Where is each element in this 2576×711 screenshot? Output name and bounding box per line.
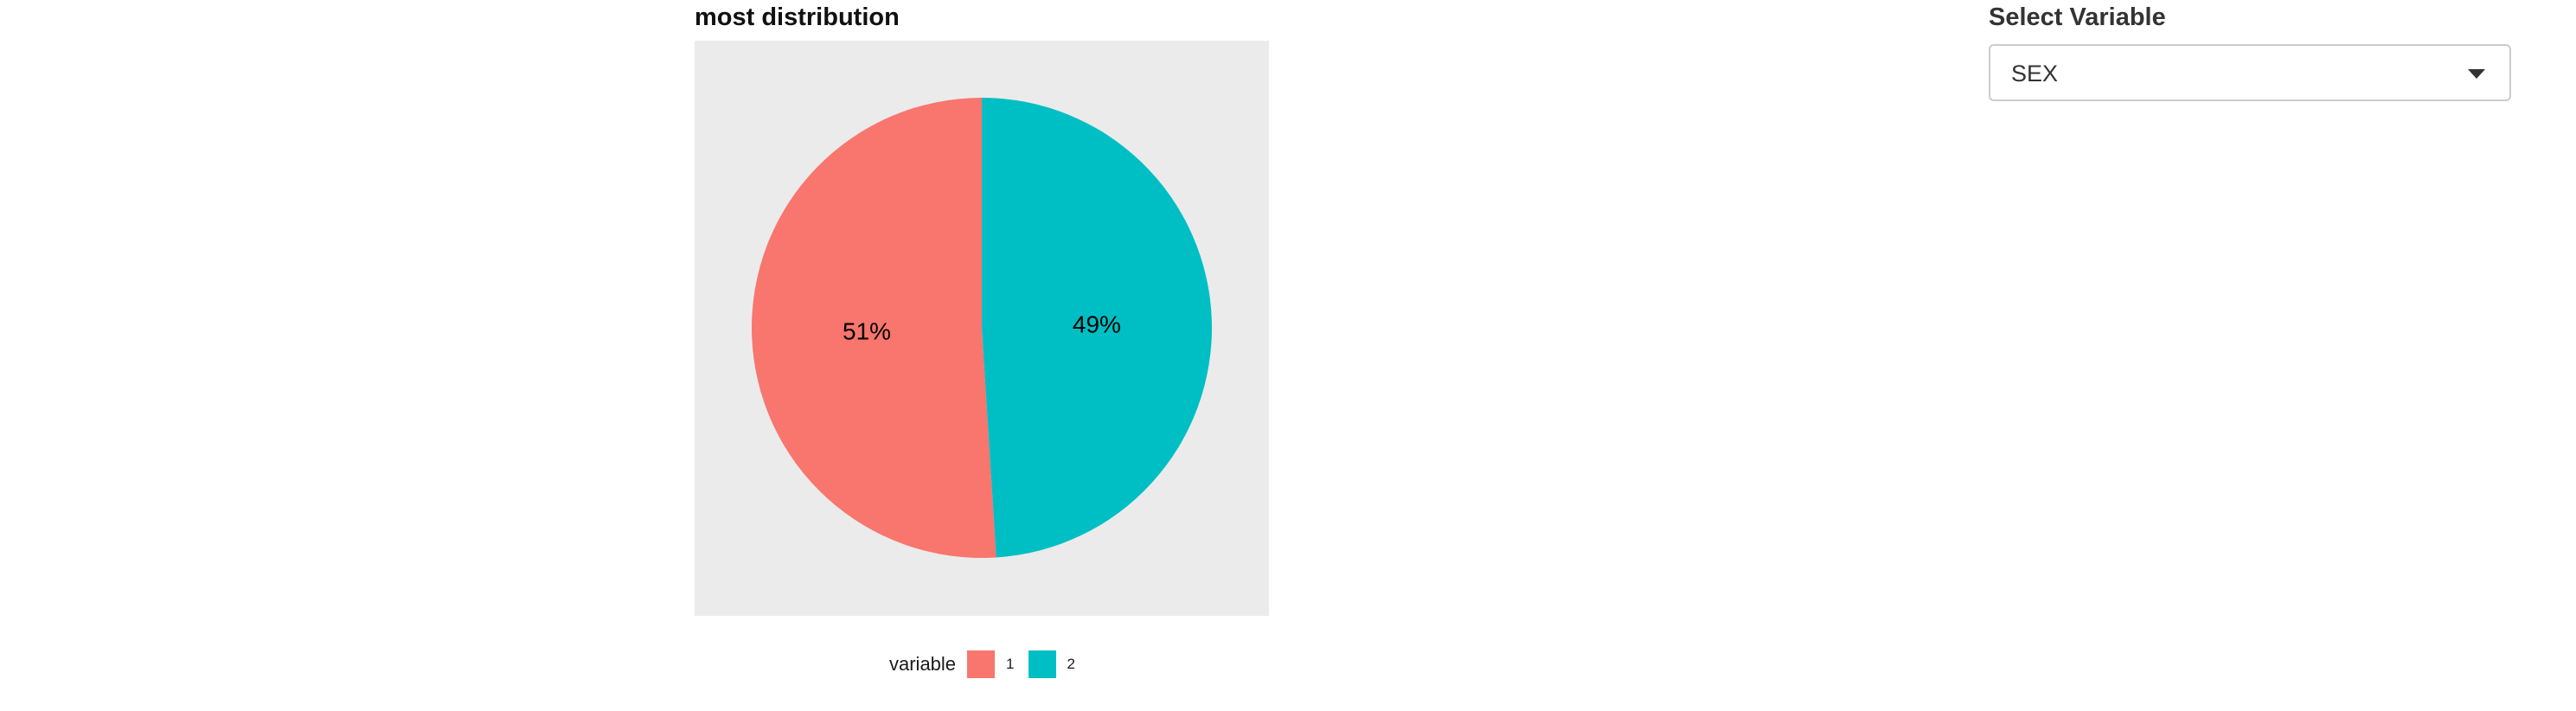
chart-title: most distribution [695, 3, 900, 31]
select-variable-value: SEX [2011, 61, 2059, 86]
pie-labels: 51% 49% [843, 311, 1121, 344]
legend-item-2: 2 [1028, 650, 1075, 678]
caret-down-icon[interactable] [2468, 69, 2485, 79]
legend-title: variable [889, 653, 957, 675]
legend-item-1: 1 [967, 650, 1015, 678]
pie-chart: 51% 49% [752, 98, 1213, 558]
legend-label-2: 2 [1067, 656, 1075, 672]
legend-label-1: 1 [1006, 656, 1015, 672]
pie-slice-2 [982, 98, 1213, 558]
legend: variable 1 2 [889, 650, 1089, 678]
pie-label-1: 51% [843, 318, 891, 345]
legend-key-2 [1028, 650, 1056, 678]
pie-slice-1 [752, 98, 996, 558]
pie-label-2: 49% [1073, 311, 1121, 337]
plot-panel: 51% 49% [695, 41, 1269, 616]
legend-key-1 [967, 650, 996, 678]
select-variable-label: Select Variable [1989, 3, 2166, 31]
pie-slices [752, 98, 1213, 558]
select-variable-dropdown[interactable]: SEX [1989, 44, 2511, 101]
